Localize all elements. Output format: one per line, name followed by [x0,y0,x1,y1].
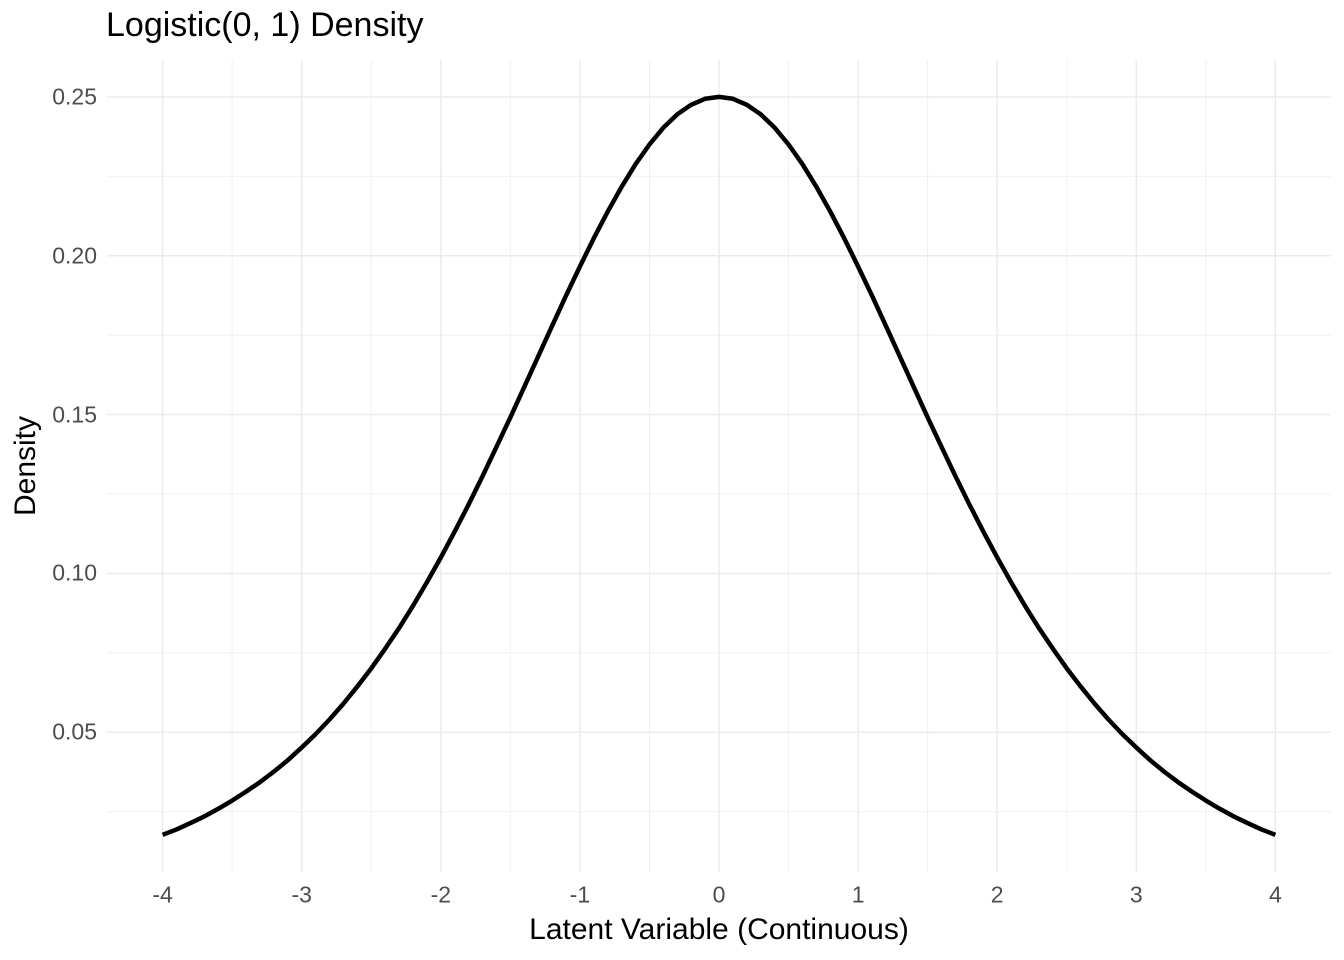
grid-major-lines [107,60,1331,872]
density-curve [161,94,1277,837]
x-tick-label: -1 [569,881,591,908]
x-tick-label: -3 [291,881,312,908]
plot-title: Logistic(0, 1) Density [106,6,424,44]
y-axis-title: Density [9,415,42,517]
x-tick-label: 3 [1129,881,1143,908]
x-tick-label: -2 [430,881,452,908]
x-tick-label: -4 [152,881,173,908]
y-tick-label: 0.05 [52,718,97,745]
y-tick-label: 0.20 [52,242,97,269]
x-tick-label: 2 [990,881,1004,908]
x-tick-label: 4 [1268,881,1282,908]
y-tick-label: 0.15 [52,401,97,427]
x-tick-label: 0 [712,881,726,908]
y-tick-label: 0.25 [52,83,97,110]
x-tick-label: 1 [851,881,865,908]
x-axis-title: Latent Variable (Continuous) [529,913,909,946]
y-tick-label: 0.10 [52,559,97,586]
